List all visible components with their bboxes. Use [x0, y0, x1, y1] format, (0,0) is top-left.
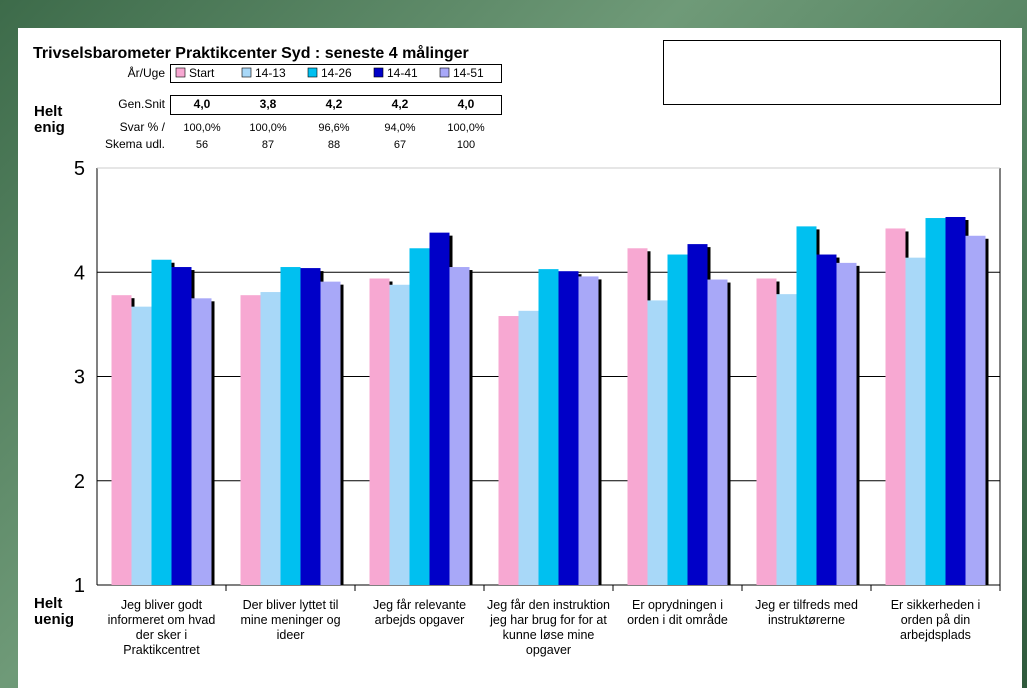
- bar: [648, 300, 668, 585]
- bar: [668, 255, 688, 585]
- bar: [946, 217, 966, 585]
- bar: [559, 271, 579, 585]
- bar: [499, 316, 519, 585]
- svar-pct: 94,0%: [368, 122, 432, 134]
- y-tick-label: 2: [74, 471, 85, 493]
- bar: [321, 282, 341, 585]
- skema-udl: 88: [302, 139, 366, 151]
- bar: [539, 269, 559, 585]
- bar: [450, 267, 470, 585]
- bar: [370, 279, 390, 585]
- bar: [390, 285, 410, 585]
- row-label: Svar % /: [75, 120, 165, 134]
- svar-pct: 100,0%: [170, 122, 234, 134]
- bar: [132, 307, 152, 585]
- bar: [112, 295, 132, 585]
- x-tick-label: Jeg er tilfreds med instruktørerne: [745, 598, 869, 628]
- gen-snit: 4,0: [434, 97, 498, 111]
- bar: [152, 260, 172, 585]
- page: Trivselsbarometer Praktikcenter Syd : se…: [0, 0, 1027, 688]
- bar: [797, 226, 817, 585]
- skema-udl: 87: [236, 139, 300, 151]
- legend-row: [170, 64, 502, 83]
- y-tick-label: 1: [74, 575, 85, 597]
- bar: [281, 267, 301, 585]
- bar: [519, 311, 539, 585]
- bar: [926, 218, 946, 585]
- bar: [837, 263, 857, 585]
- y-bottom-label: Helt uenig: [34, 596, 78, 628]
- x-tick-label: Jeg får den instruktion jeg har brug for…: [487, 598, 611, 658]
- bar: [777, 294, 797, 585]
- y-tick-label: 3: [74, 367, 85, 389]
- bar: [817, 255, 837, 585]
- bar: [241, 295, 261, 585]
- skema-udl: 56: [170, 139, 234, 151]
- skema-udl: 67: [368, 139, 432, 151]
- x-tick-label: Der bliver lyttet til mine meninger og i…: [229, 598, 353, 643]
- bar: [628, 248, 648, 585]
- x-tick-label: Jeg bliver godt informeret om hvad der s…: [100, 598, 224, 658]
- bar: [906, 258, 926, 585]
- bar: [966, 236, 986, 585]
- row-label: Gen.Snit: [75, 97, 165, 111]
- gen-snit: 4,2: [368, 97, 432, 111]
- bar: [886, 228, 906, 585]
- bar: [757, 279, 777, 585]
- bar: [410, 248, 430, 585]
- gen-snit: 4,0: [170, 97, 234, 111]
- bar: [708, 280, 728, 585]
- bar: [688, 244, 708, 585]
- mini-chart-frame: [663, 40, 1001, 105]
- y-tick-label: 5: [74, 158, 85, 180]
- gen-snit: 3,8: [236, 97, 300, 111]
- row-label: Skema udl.: [75, 137, 165, 151]
- skema-udl: 100: [434, 139, 498, 151]
- y-top-label: Helt enig: [34, 104, 78, 136]
- svar-pct: 100,0%: [434, 122, 498, 134]
- bar: [579, 276, 599, 585]
- svar-pct: 96,6%: [302, 122, 366, 134]
- svar-pct: 100,0%: [236, 122, 300, 134]
- bar: [192, 298, 212, 585]
- row-label: År/Uge: [75, 66, 165, 80]
- chart-title: Trivselsbarometer Praktikcenter Syd : se…: [33, 44, 469, 62]
- bar: [172, 267, 192, 585]
- x-tick-label: Jeg får relevante arbejds opgaver: [358, 598, 482, 628]
- bar: [430, 233, 450, 585]
- bar: [301, 268, 321, 585]
- bar: [261, 292, 281, 585]
- gen-snit: 4,2: [302, 97, 366, 111]
- y-tick-label: 4: [74, 262, 85, 284]
- x-tick-label: Er sikkerheden i orden på din arbejdspla…: [874, 598, 998, 643]
- x-tick-label: Er oprydningen i orden i dit område: [616, 598, 740, 628]
